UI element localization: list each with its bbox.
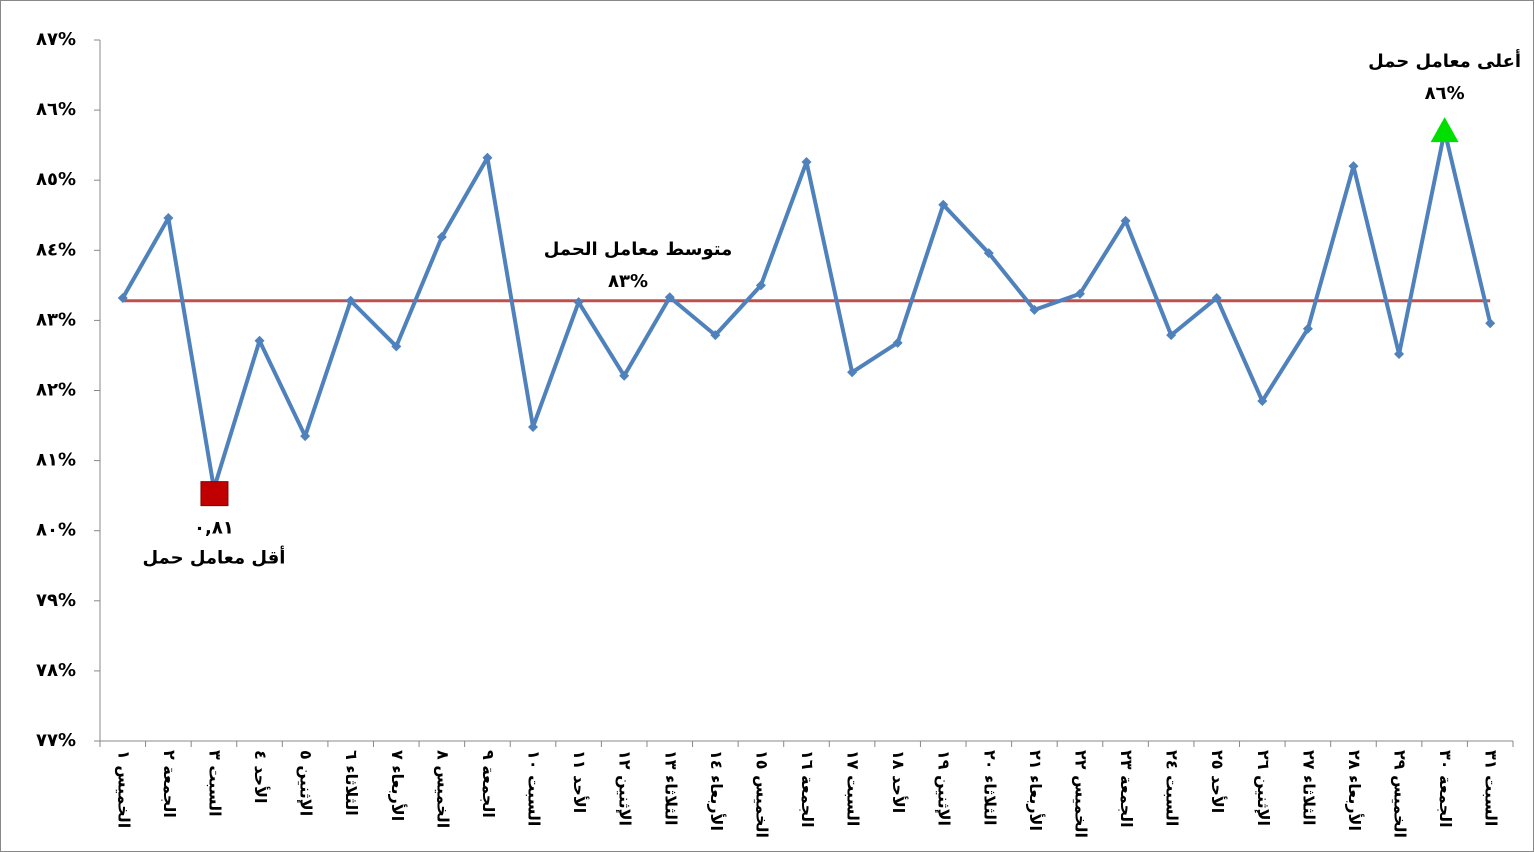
x-tick-label: الجمعة ٩	[479, 750, 498, 818]
y-tick-label: ٨٦%	[36, 99, 76, 120]
x-tick-label: الخميس ١٥	[752, 750, 771, 838]
x-tick-label: الجمعة ٢٣	[1117, 750, 1136, 828]
data-point	[938, 199, 949, 210]
data-point	[1257, 396, 1268, 407]
y-tick-label: ٨٧%	[36, 29, 76, 50]
x-tick-label: الثلاثاء ٢٠	[980, 750, 999, 825]
x-tick-label: السبت ٣١	[1482, 750, 1501, 826]
data-point	[1211, 292, 1222, 303]
x-tick-label: الأحد ١٨	[889, 750, 908, 813]
min-title: أقل معامل حمل	[142, 546, 285, 569]
x-tick-label: الأحد ٢٥	[1208, 750, 1227, 813]
x-tick-label: الأربعاء ٢١	[1026, 750, 1045, 831]
min-value-label: ٠,٨١	[194, 518, 234, 539]
x-tick-label: الثلاثاء ٢٧	[1299, 750, 1318, 825]
data-point	[983, 248, 994, 259]
x-tick-label: الأربعاء ٢٨	[1345, 750, 1364, 831]
x-tick-label: الجمعة ١٦	[798, 750, 817, 828]
data-point	[1302, 323, 1313, 334]
data-point	[482, 152, 493, 163]
average-label: ٨٣%	[608, 271, 648, 292]
data-point	[117, 292, 128, 303]
data-point	[1485, 318, 1496, 329]
data-point	[528, 421, 539, 432]
x-tick-label: الإثنين ٥	[297, 750, 316, 816]
x-tick-label: الأحد ٤	[251, 750, 270, 804]
y-tick-label: ٨٢%	[36, 380, 76, 401]
data-point	[892, 337, 903, 348]
data-point	[300, 431, 311, 442]
x-tick-label: الجمعة ٣٠	[1436, 750, 1455, 828]
max-marker	[1430, 117, 1459, 143]
min-marker	[200, 481, 229, 507]
data-point	[1166, 330, 1177, 341]
x-tick-label: السبت ٢٤	[1163, 750, 1182, 826]
x-tick-label: السبت ١٠	[525, 750, 544, 826]
x-tick-label: الخميس ٢٩	[1391, 750, 1410, 838]
x-tick-label: الخميس ٢٢	[1071, 750, 1090, 838]
data-point	[710, 330, 721, 341]
average-title: متوسط معامل الحمل	[544, 239, 733, 260]
data-point	[801, 156, 812, 167]
data-point	[755, 280, 766, 291]
x-tick-label: السبت ٣	[205, 750, 224, 817]
data-point	[664, 292, 675, 303]
x-tick-label: السبت ١٧	[844, 750, 863, 826]
y-tick-label: ٨٥%	[36, 169, 76, 190]
data-point	[163, 213, 174, 224]
data-point	[1348, 161, 1359, 172]
x-tick-label: الجمعة ٢	[160, 750, 179, 818]
x-tick-label: الخميس ٨	[433, 750, 452, 828]
data-point	[1029, 304, 1040, 315]
x-tick-label: الإثنين ١٢	[616, 750, 635, 826]
max-title: أعلى معامل حمل	[1368, 49, 1521, 72]
data-point	[436, 231, 447, 242]
x-tick-label: الثلاثاء ١٣	[661, 750, 680, 825]
x-tick-label: الأحد ١١	[570, 750, 589, 813]
data-point	[254, 335, 265, 346]
x-tick-label: الثلاثاء ٦	[342, 750, 361, 816]
data-point	[847, 367, 858, 378]
x-tick-label: الأربعاء ١٤	[707, 750, 726, 831]
data-point	[345, 295, 356, 306]
y-tick-label: ٧٧%	[36, 730, 76, 751]
data-point	[1394, 349, 1405, 360]
y-tick-label: ٨٠%	[36, 520, 76, 541]
x-tick-label: الإثنين ٢٦	[1254, 750, 1273, 826]
y-tick-label: ٨١%	[36, 450, 76, 471]
max-value-label: ٨٦%	[1425, 83, 1465, 104]
x-tick-label: الإثنين ١٩	[935, 750, 954, 826]
x-tick-label: الأربعاء ٧	[388, 750, 407, 821]
y-tick-label: ٨٣%	[36, 309, 76, 330]
y-tick-label: ٨٤%	[36, 239, 76, 260]
data-point	[619, 370, 630, 381]
data-point	[391, 341, 402, 352]
data-point	[1120, 215, 1131, 226]
x-tick-label: الخميس ١	[114, 750, 133, 828]
y-tick-label: ٧٨%	[36, 660, 76, 681]
y-tick-label: ٧٩%	[36, 590, 76, 611]
data-point	[573, 297, 584, 308]
data-point	[1074, 288, 1085, 299]
